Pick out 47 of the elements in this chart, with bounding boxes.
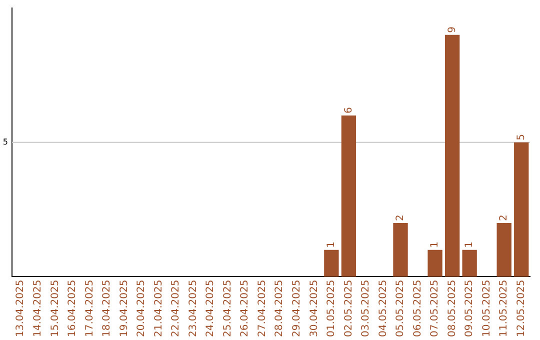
x-tick-label: 04.05.2025	[378, 280, 389, 338]
x-tick-label: 18.04.2025	[102, 280, 113, 338]
x-tick-label: 17.04.2025	[84, 280, 96, 338]
x-tick-label: 20.04.2025	[136, 280, 148, 338]
x-tick-label: 03.05.2025	[360, 280, 372, 338]
x-tick-label: 25.04.2025	[222, 280, 234, 338]
data-label: 2	[498, 214, 510, 221]
x-tick-label: 13.04.2025	[15, 280, 26, 338]
x-tick-label: 05.05.2025	[395, 280, 406, 338]
x-tick-label: 21.04.2025	[153, 280, 164, 338]
x-tick-label: 11.05.2025	[498, 280, 510, 338]
data-label: 1	[326, 241, 338, 248]
x-tick-label: 02.05.2025	[343, 280, 354, 338]
data-label: 5	[516, 134, 527, 140]
x-tick-label: 22.04.2025	[170, 280, 182, 338]
bar	[444, 34, 460, 277]
x-tick-label: 07.05.2025	[430, 280, 441, 338]
bar	[324, 250, 339, 277]
x-tick-label: 15.04.2025	[50, 280, 61, 338]
data-label: 1	[464, 241, 476, 248]
data-label: 2	[395, 214, 406, 221]
data-label: 6	[343, 107, 354, 114]
ref-line-label: 5	[2, 137, 8, 146]
x-tick-label: 24.04.2025	[205, 280, 216, 338]
x-tick-label: 16.04.2025	[67, 280, 78, 338]
bar	[393, 222, 408, 277]
bar	[514, 142, 529, 277]
x-tick-label: 26.04.2025	[240, 280, 251, 338]
bar	[496, 222, 512, 277]
x-tick-label: 27.04.2025	[256, 280, 268, 338]
bar	[341, 116, 356, 277]
x-tick-label: 23.04.2025	[188, 280, 199, 338]
x-tick-label: 06.05.2025	[412, 280, 424, 338]
x-tick-label: 28.04.2025	[274, 280, 286, 338]
x-tick-label: 10.05.2025	[481, 280, 492, 338]
bar	[428, 250, 442, 277]
data-label: 9	[446, 26, 458, 33]
x-tick-label: 12.05.2025	[516, 280, 527, 338]
x-tick-label: 29.04.2025	[291, 280, 302, 338]
x-tick-label: 19.04.2025	[118, 280, 130, 338]
data-label: 1	[430, 241, 441, 248]
x-tick-label: 09.05.2025	[464, 280, 476, 338]
x-tick-label: 14.04.2025	[32, 280, 44, 338]
x-tick-label: 08.05.2025	[446, 280, 458, 338]
x-tick-label: 01.05.2025	[326, 280, 338, 338]
x-tick-label: 30.04.2025	[308, 280, 320, 338]
bar	[462, 250, 477, 277]
